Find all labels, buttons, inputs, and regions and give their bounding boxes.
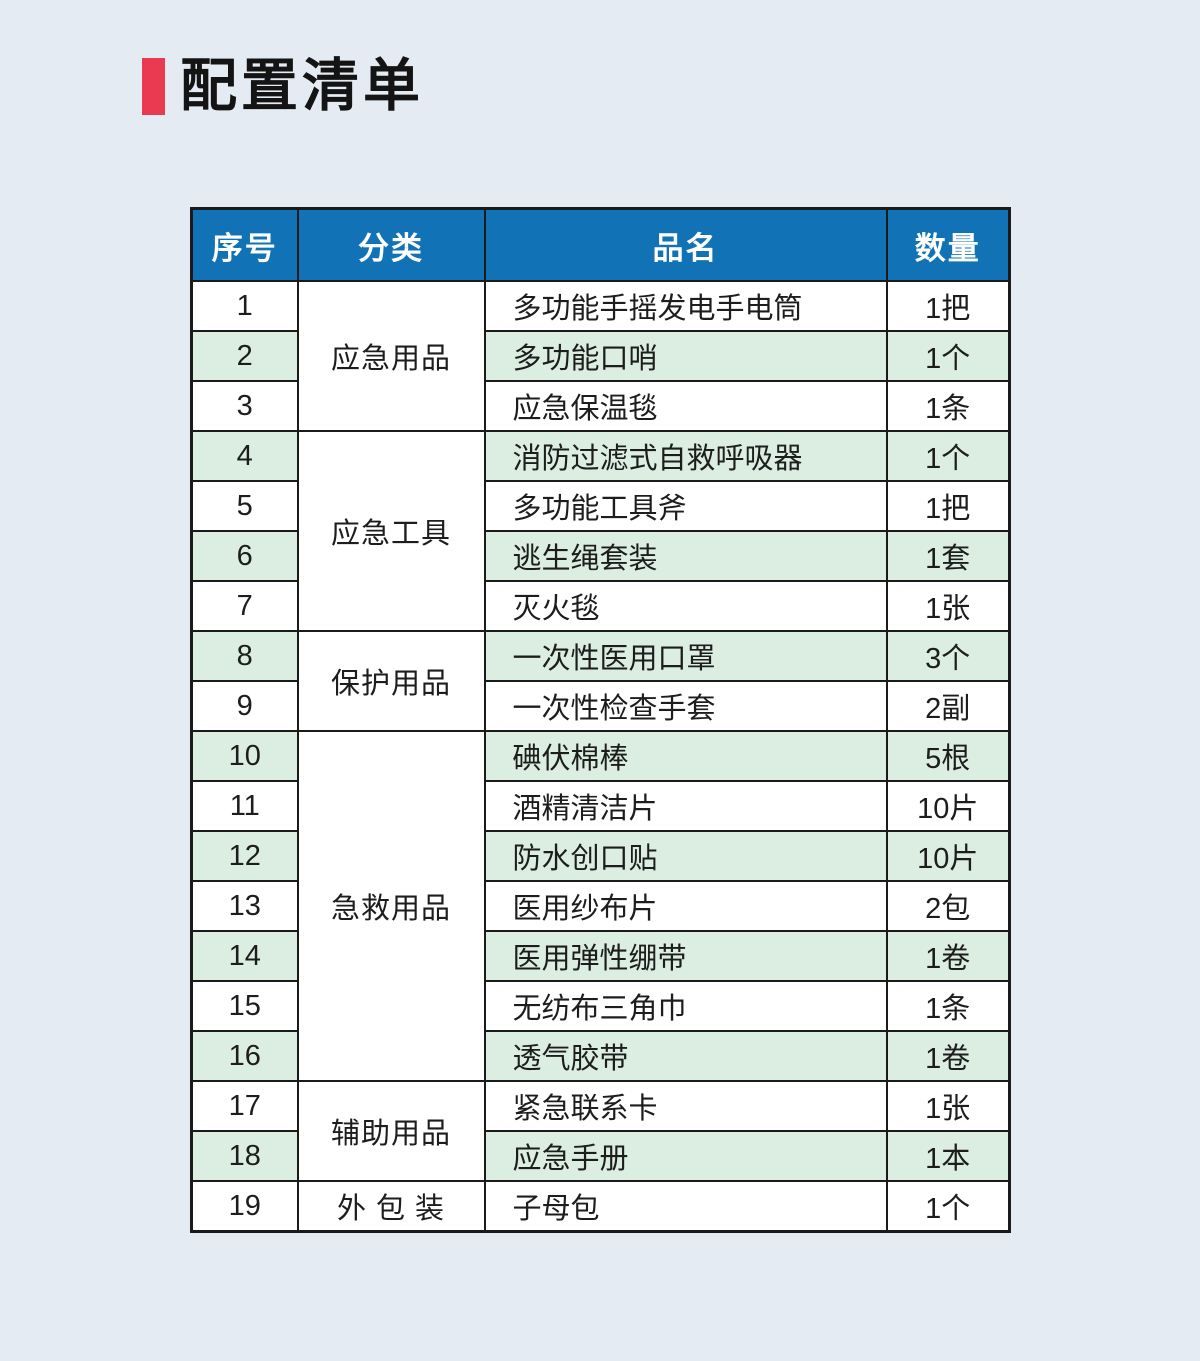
- row-number-cell: 9: [190, 680, 299, 732]
- category-cell: 应急工具: [296, 430, 486, 632]
- product-name-cell: 无纺布三角巾: [483, 980, 888, 1032]
- column-header-no: 序号: [190, 207, 299, 282]
- quantity-cell: 10片: [885, 830, 1011, 882]
- category-cell: 急救用品: [296, 730, 486, 1082]
- table-row: 4 应急工具 消防过滤式自救呼吸器 1个: [190, 430, 1011, 632]
- quantity-cell: 1把: [885, 480, 1011, 532]
- product-name-cell: 应急保温毯: [483, 380, 888, 432]
- configuration-table: 序号 分类 品名 数量 1 应急用品 多功能手摇发电手电筒 1把 2 多功能口哨 …: [190, 207, 1011, 1233]
- page-title: 配置清单: [180, 54, 424, 118]
- table-row: 13 医用纱布片 2包: [190, 880, 1011, 932]
- category-cell: 应急用品: [296, 280, 486, 432]
- column-header-qty: 数量: [885, 207, 1011, 282]
- table-row: 11 酒精清洁片 10片: [190, 780, 1011, 832]
- table-row: 10 急救用品 碘伏棉棒 5根: [190, 730, 1011, 1082]
- table-row: 19 外 包 装子母包 1个: [190, 1180, 1011, 1233]
- product-name-cell: 紧急联系卡: [483, 1080, 888, 1132]
- table-row: 12 防水创口贴 10片: [190, 830, 1011, 882]
- product-name-cell: 应急手册: [483, 1130, 888, 1182]
- product-name-cell: 碘伏棉棒: [483, 730, 888, 782]
- quantity-cell: 5根: [885, 730, 1011, 782]
- quantity-cell: 2包: [885, 880, 1011, 932]
- quantity-cell: 1卷: [885, 930, 1011, 982]
- quantity-cell: 1张: [885, 1080, 1011, 1132]
- quantity-cell: 1卷: [885, 1030, 1011, 1082]
- product-name-cell: 酒精清洁片: [483, 780, 888, 832]
- product-name-cell: 多功能口哨: [483, 330, 888, 382]
- row-number-cell: 5: [190, 480, 299, 532]
- category-cell: 辅助用品: [296, 1080, 486, 1182]
- title-accent-bar: [142, 58, 165, 115]
- page-header: 配置清单: [142, 58, 424, 115]
- row-number-cell: 3: [190, 380, 299, 432]
- row-number-cell: 14: [190, 930, 299, 982]
- quantity-cell: 1套: [885, 530, 1011, 582]
- product-name-cell: 子母包: [483, 1180, 888, 1233]
- table-row: 7 灭火毯 1张: [190, 580, 1011, 632]
- quantity-cell: 1个: [885, 330, 1011, 382]
- row-number-cell: 2: [190, 330, 299, 382]
- quantity-cell: 1个: [885, 430, 1011, 482]
- product-name-cell: 多功能手摇发电手电筒: [483, 280, 888, 332]
- row-number-cell: 12: [190, 830, 299, 882]
- row-number-cell: 11: [190, 780, 299, 832]
- product-name-cell: 消防过滤式自救呼吸器: [483, 430, 888, 482]
- product-name-cell: 医用纱布片: [483, 880, 888, 932]
- quantity-cell: 2副: [885, 680, 1011, 732]
- quantity-cell: 1条: [885, 380, 1011, 432]
- product-name-cell: 一次性检查手套: [483, 680, 888, 732]
- table-row: 15 无纺布三角巾 1条: [190, 980, 1011, 1032]
- quantity-cell: 1张: [885, 580, 1011, 632]
- table-row: 9 一次性检查手套 2副: [190, 680, 1011, 732]
- row-number-cell: 15: [190, 980, 299, 1032]
- table-row: 5 多功能工具斧 1把: [190, 480, 1011, 532]
- category-cell: 外 包 装: [296, 1180, 486, 1233]
- row-number-cell: 18: [190, 1130, 299, 1182]
- quantity-cell: 1个: [885, 1180, 1011, 1233]
- table-header-row: 序号 分类 品名 数量: [190, 207, 1011, 282]
- table-row: 17 辅助用品 紧急联系卡 1张: [190, 1080, 1011, 1182]
- product-name-cell: 防水创口贴: [483, 830, 888, 882]
- column-header-category: 分类: [296, 207, 486, 282]
- product-name-cell: 医用弹性绷带: [483, 930, 888, 982]
- row-number-cell: 17: [190, 1080, 299, 1132]
- table-row: 2 多功能口哨 1个: [190, 330, 1011, 382]
- table-row: 18 应急手册 1本: [190, 1130, 1011, 1182]
- row-number-cell: 19: [190, 1180, 299, 1233]
- quantity-cell: 3个: [885, 630, 1011, 682]
- row-number-cell: 16: [190, 1030, 299, 1082]
- quantity-cell: 10片: [885, 780, 1011, 832]
- row-number-cell: 13: [190, 880, 299, 932]
- row-number-cell: 6: [190, 530, 299, 582]
- column-header-name: 品名: [483, 207, 888, 282]
- row-number-cell: 7: [190, 580, 299, 632]
- table-row: 3 应急保温毯 1条: [190, 380, 1011, 432]
- product-name-cell: 透气胶带: [483, 1030, 888, 1082]
- table-row: 1 应急用品 多功能手摇发电手电筒 1把: [190, 280, 1011, 432]
- quantity-cell: 1把: [885, 280, 1011, 332]
- category-cell: 保护用品: [296, 630, 486, 732]
- row-number-cell: 1: [190, 280, 299, 332]
- table-row: 16 透气胶带 1卷: [190, 1030, 1011, 1082]
- quantity-cell: 1本: [885, 1130, 1011, 1182]
- table-body: 1 应急用品 多功能手摇发电手电筒 1把 2 多功能口哨 1个 3 应急保温毯 1…: [190, 280, 1011, 1233]
- product-name-cell: 多功能工具斧: [483, 480, 888, 532]
- product-name-cell: 灭火毯: [483, 580, 888, 632]
- table-row: 8 保护用品 一次性医用口罩 3个: [190, 630, 1011, 732]
- quantity-cell: 1条: [885, 980, 1011, 1032]
- product-name-cell: 逃生绳套装: [483, 530, 888, 582]
- product-name-cell: 一次性医用口罩: [483, 630, 888, 682]
- row-number-cell: 8: [190, 630, 299, 682]
- row-number-cell: 10: [190, 730, 299, 782]
- table-row: 14 医用弹性绷带 1卷: [190, 930, 1011, 982]
- row-number-cell: 4: [190, 430, 299, 482]
- table-row: 6 逃生绳套装 1套: [190, 530, 1011, 582]
